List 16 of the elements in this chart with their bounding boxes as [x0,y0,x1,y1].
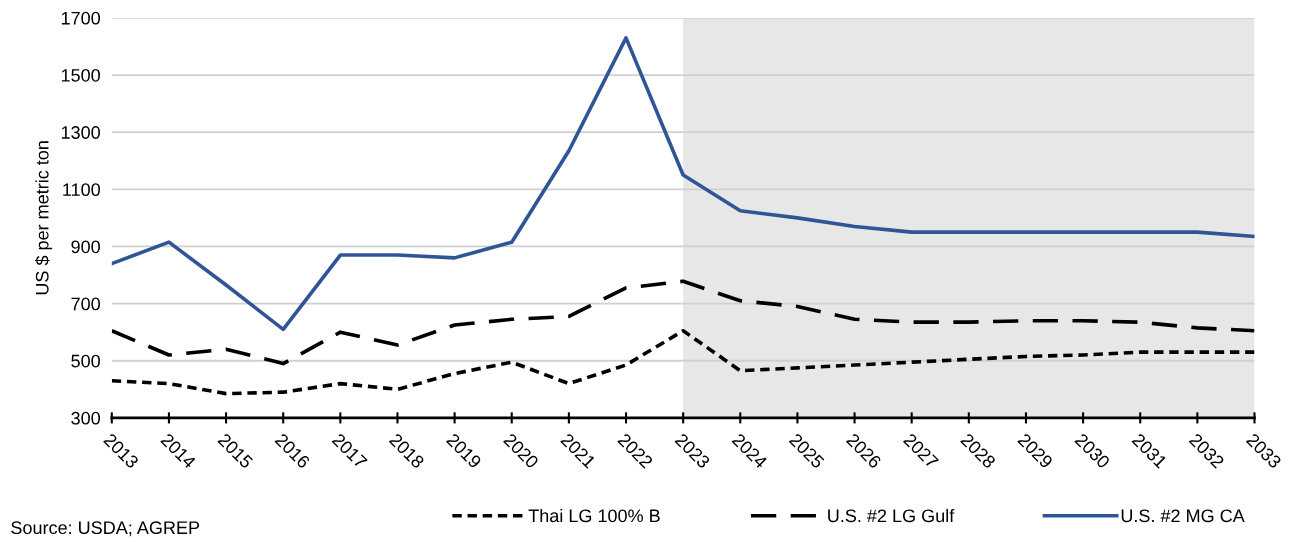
y-tick-label: 700 [71,297,100,311]
y-tick-label: 1500 [61,68,100,82]
line-series [111,36,1255,332]
source-note: Source: USDA; AGREP [11,521,200,537]
legend-label: U.S. #2 LG Gulf [828,508,955,523]
legend-label: Thai LG 100% B [528,508,660,523]
y-tick-label: 300 [71,411,100,425]
line-series [111,328,1255,396]
legend-label: U.S. #2 MG CA [1121,509,1245,523]
y-tick-label: 500 [71,354,100,368]
y-tick-label: 1300 [61,126,100,139]
y-axis-title: US $ per metric ton [35,141,53,295]
line-series [111,279,1255,366]
y-tick-label: 1100 [63,183,100,197]
y-tick-label: 1700 [61,11,100,25]
y-tick-label: 900 [71,240,100,254]
